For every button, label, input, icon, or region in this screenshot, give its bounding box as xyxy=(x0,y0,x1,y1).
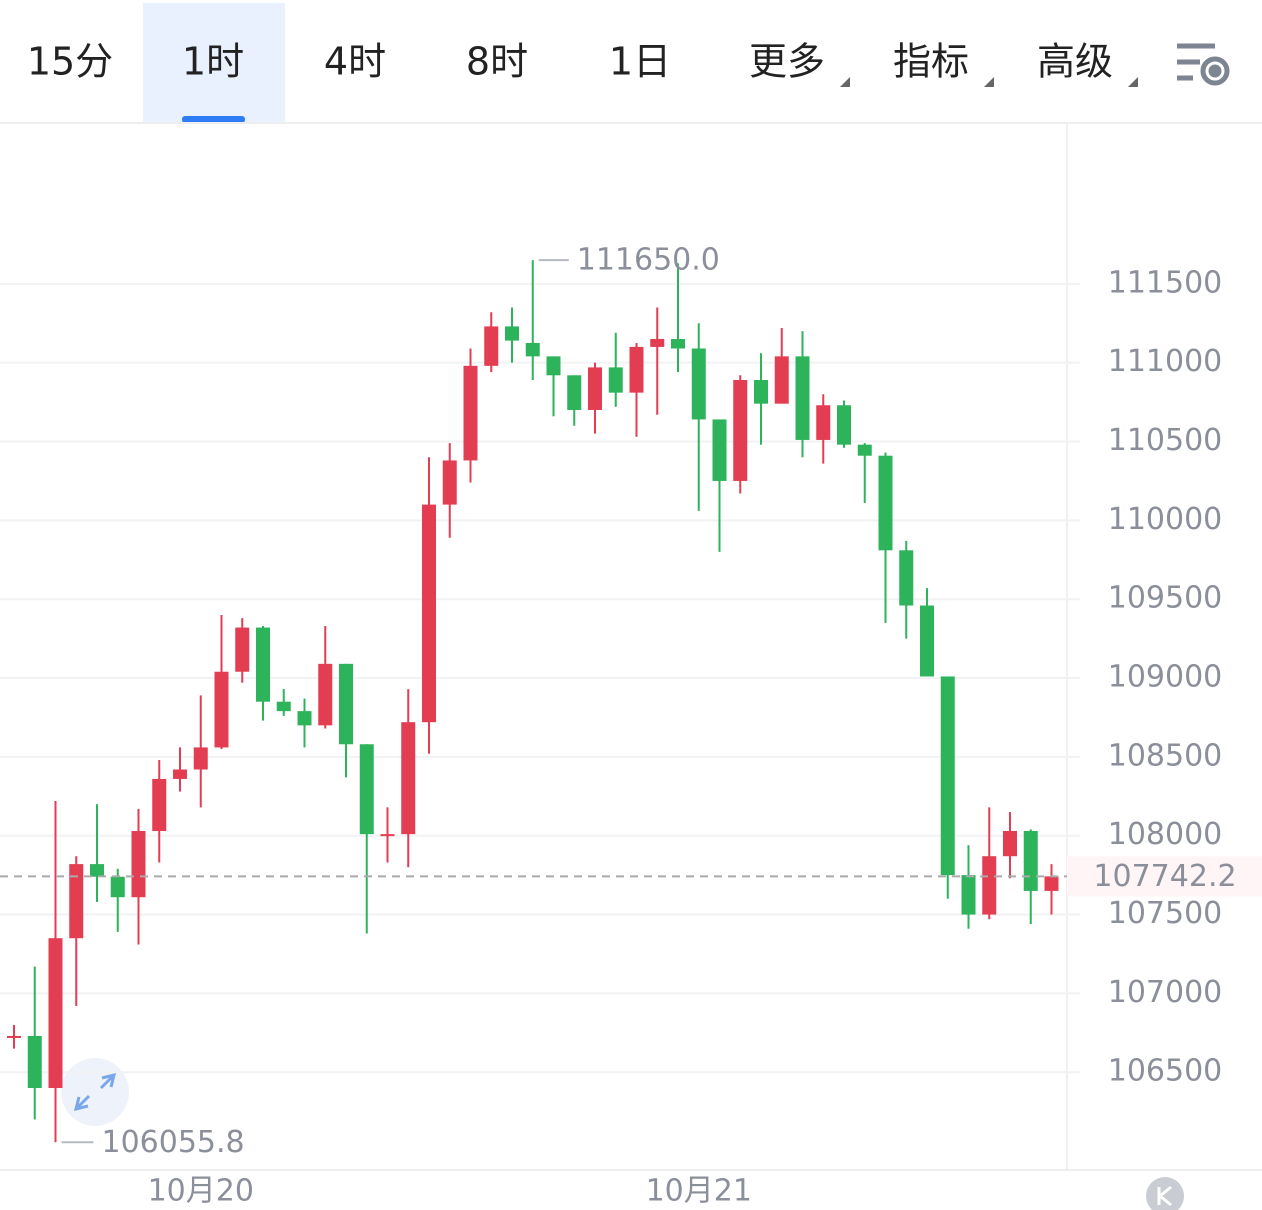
candle-body xyxy=(110,876,125,898)
y-tick-label: 111000 xyxy=(1108,344,1223,379)
candle-body xyxy=(422,504,436,723)
candle-body xyxy=(567,375,582,410)
candle-body xyxy=(795,356,810,440)
candle-body xyxy=(131,830,146,898)
candle-body xyxy=(48,938,63,1089)
y-tick-label: 111500 xyxy=(1108,265,1223,300)
candle-body xyxy=(7,1035,21,1038)
candle-body xyxy=(359,744,374,835)
candle-body xyxy=(712,419,727,481)
candle-body xyxy=(816,405,831,440)
candle-body xyxy=(546,356,561,376)
candle-body xyxy=(173,769,187,779)
candle-body xyxy=(837,405,851,445)
candle-body xyxy=(774,356,789,404)
tab[interactable]: 4时 xyxy=(324,40,386,84)
candle-body xyxy=(256,627,270,702)
candle-body xyxy=(733,380,748,481)
candle-body xyxy=(442,460,457,505)
candle-body xyxy=(27,1035,42,1089)
candle-body xyxy=(754,380,768,404)
candle-body xyxy=(90,864,104,877)
y-tick-label: 108500 xyxy=(1108,738,1223,773)
candle-body xyxy=(525,342,540,357)
expand-icon[interactable] xyxy=(61,1058,129,1126)
tab[interactable]: 8时 xyxy=(466,40,528,84)
dropdown-marker xyxy=(840,77,850,87)
candle-body xyxy=(297,711,312,726)
candle-body xyxy=(484,326,499,366)
candle-body xyxy=(940,676,955,876)
tab[interactable]: 更多 xyxy=(749,40,825,84)
candle-body xyxy=(152,778,167,831)
candle-body xyxy=(339,663,353,745)
active-tab-indicator xyxy=(182,116,245,123)
candle-body xyxy=(401,722,416,835)
candle-body xyxy=(961,875,976,915)
y-tick-label: 110000 xyxy=(1108,502,1223,537)
last-price-label: 107742.2 xyxy=(1093,859,1236,894)
y-tick-label: 107500 xyxy=(1108,896,1223,931)
settings-icon[interactable] xyxy=(1177,43,1230,86)
min-label: 106055.8 xyxy=(102,1125,245,1160)
y-tick-label: 109000 xyxy=(1108,660,1223,695)
y-tick-label: 106500 xyxy=(1108,1054,1223,1089)
candle-body xyxy=(920,605,934,677)
candle-body xyxy=(463,365,478,461)
last-price-box xyxy=(1067,856,1262,897)
active-tab-background xyxy=(143,3,285,123)
candle-body xyxy=(380,834,395,837)
candle-body xyxy=(214,671,229,748)
candle-body xyxy=(588,367,602,410)
candle-body xyxy=(193,747,208,770)
tab[interactable]: 1日 xyxy=(609,40,671,84)
tab[interactable]: 1时 xyxy=(182,40,244,84)
y-tick-label: 110500 xyxy=(1108,423,1223,458)
tab[interactable]: 指标 xyxy=(893,40,969,84)
candle-body xyxy=(505,326,519,341)
candle-body xyxy=(671,339,685,349)
k-icon[interactable] xyxy=(1146,1177,1184,1210)
candle-body xyxy=(318,663,333,726)
candle-body xyxy=(691,348,706,420)
candle-body xyxy=(878,455,893,551)
x-tick-label: 10月20 xyxy=(148,1174,254,1209)
tab[interactable]: 15分 xyxy=(27,40,113,84)
dropdown-marker xyxy=(984,77,994,87)
candle-body xyxy=(650,339,665,347)
candle-body xyxy=(982,856,997,915)
candle-body xyxy=(857,444,872,456)
candle-body xyxy=(69,864,84,939)
y-tick-label: 108000 xyxy=(1108,817,1223,852)
candle-body xyxy=(1044,876,1059,891)
y-tick-label: 107000 xyxy=(1108,975,1223,1010)
max-label: 111650.0 xyxy=(577,243,720,278)
candle-body xyxy=(235,627,250,672)
candle-body xyxy=(629,346,644,393)
candle-body xyxy=(276,701,291,712)
dropdown-marker xyxy=(1128,77,1138,87)
candle-body xyxy=(1023,830,1038,891)
candle-body xyxy=(1003,830,1017,857)
tab[interactable]: 高级 xyxy=(1037,40,1113,84)
candle-body xyxy=(899,550,914,606)
candle-body xyxy=(608,367,623,393)
x-tick-label: 10月21 xyxy=(646,1174,752,1209)
y-tick-label: 109500 xyxy=(1108,581,1223,616)
